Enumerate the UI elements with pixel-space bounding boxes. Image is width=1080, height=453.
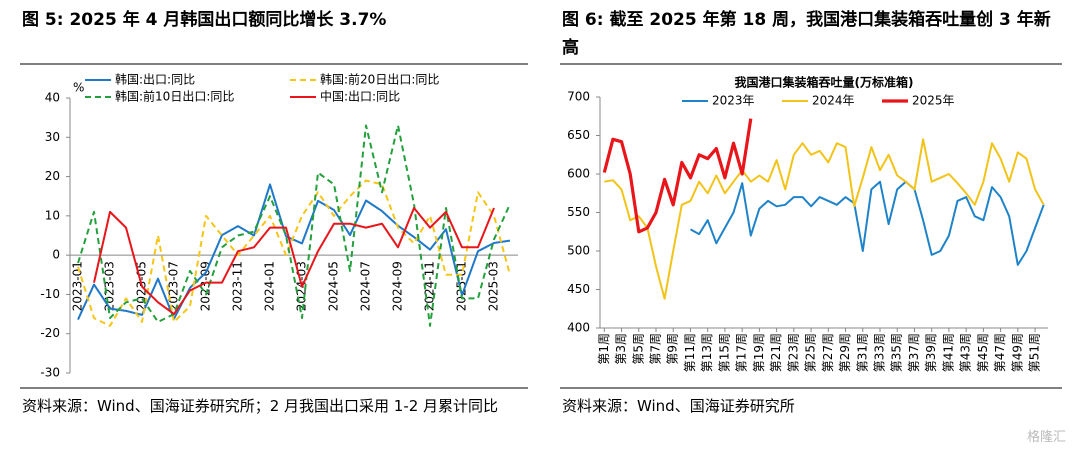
legend-label: 韩国:前10日出口:同比 (115, 89, 234, 104)
legend-label: 2023年 (712, 94, 755, 108)
y-tick-label: 700 (567, 90, 590, 104)
x-tick-label: 2024-05 (327, 261, 341, 311)
x-tick-label: 第45周 (976, 333, 990, 372)
y-tick-label: 500 (567, 244, 590, 258)
x-tick-label: 2023-01 (71, 261, 85, 311)
x-tick-label: 2024-09 (391, 261, 405, 311)
chart-subtitle: 我国港口集装箱吞吐量(万标准箱) (735, 75, 914, 90)
x-tick-label: 第49周 (1010, 333, 1024, 372)
y-tick-label: 450 (567, 282, 590, 296)
series-line (77, 179, 511, 327)
x-tick-label: 第47周 (993, 333, 1007, 372)
legend-label: 中国:出口:同比 (320, 89, 400, 104)
y-tick-label: 550 (567, 205, 590, 219)
x-tick-label: 第17周 (735, 333, 749, 372)
y-tick-label: 0 (52, 248, 60, 262)
y-tick-label: 650 (567, 128, 590, 142)
watermark: 格隆汇 (1026, 430, 1066, 445)
x-tick-label: 第35周 (890, 333, 904, 372)
x-tick-label: 2025-01 (455, 261, 469, 311)
x-tick-label: 第37周 (907, 333, 921, 372)
y-tick-label: 10 (45, 208, 60, 222)
series-line (77, 183, 511, 321)
y-tick-label: 600 (567, 167, 590, 181)
series-line (77, 124, 511, 327)
x-tick-label: 第41周 (941, 333, 955, 372)
x-tick-label: 第51周 (1028, 333, 1042, 372)
legend-label: 2025年 (912, 94, 955, 108)
y-tick-label: -10 (40, 287, 60, 301)
series-line (690, 180, 1045, 266)
x-tick-label: 第1周 (597, 333, 611, 365)
x-tick-label: 第29周 (838, 333, 852, 372)
x-tick-label: 第23周 (786, 333, 800, 372)
series-line (602, 118, 753, 234)
x-tick-label: 第21周 (769, 333, 783, 372)
x-tick-label: 第33周 (873, 333, 887, 372)
source-note: 资料来源：Wind、国海证券研究所 (562, 397, 795, 415)
x-tick-label: 第13周 (700, 333, 714, 372)
x-tick-label: 2025-03 (487, 261, 501, 311)
x-tick-label: 第7周 (649, 333, 663, 365)
source-note: 资料来源：Wind、国海证券研究所；2 月我国出口采用 1-2 月累计同比 (22, 397, 499, 415)
legend-label: 韩国:前20日出口:同比 (320, 72, 439, 87)
figure-title: 图 5: 2025 年 4 月韩国出口额同比增长 3.7% (22, 10, 387, 30)
x-tick-label: 2024-01 (263, 261, 277, 311)
x-tick-label: 第15周 (717, 333, 731, 372)
series-line (93, 207, 495, 316)
x-tick-label: 第5周 (631, 333, 645, 365)
x-tick-label: 第43周 (959, 333, 973, 372)
x-tick-label: 2024-07 (359, 261, 373, 311)
x-tick-label: 第25周 (804, 333, 818, 372)
series-line (604, 138, 1045, 300)
y-tick-label: 30 (45, 130, 60, 144)
x-tick-label: 第27周 (821, 333, 835, 372)
x-tick-label: 第31周 (855, 333, 869, 372)
legend-label: 2024年 (812, 94, 855, 108)
legend-label: 韩国:出口:同比 (115, 72, 195, 87)
figure-title: 图 6: 截至 2025 年第 18 周，我国港口集装箱吞吐量创 3 年新高 (562, 10, 1051, 58)
x-tick-label: 2023-09 (199, 261, 213, 311)
x-tick-label: 第9周 (666, 333, 680, 365)
y-tick-label: -20 (40, 326, 60, 340)
y-axis-label: % (73, 81, 84, 95)
y-tick-label: 40 (45, 91, 60, 105)
x-tick-label: 第11周 (683, 333, 697, 372)
x-tick-label: 第39周 (924, 333, 938, 372)
y-tick-label: 20 (45, 169, 60, 183)
y-tick-label: -30 (40, 366, 60, 380)
x-tick-label: 2023-03 (103, 261, 117, 311)
x-tick-label: 第3周 (614, 333, 628, 365)
x-tick-label: 第19周 (752, 333, 766, 372)
x-tick-label: 2023-11 (231, 261, 245, 311)
y-tick-label: 400 (567, 321, 590, 335)
